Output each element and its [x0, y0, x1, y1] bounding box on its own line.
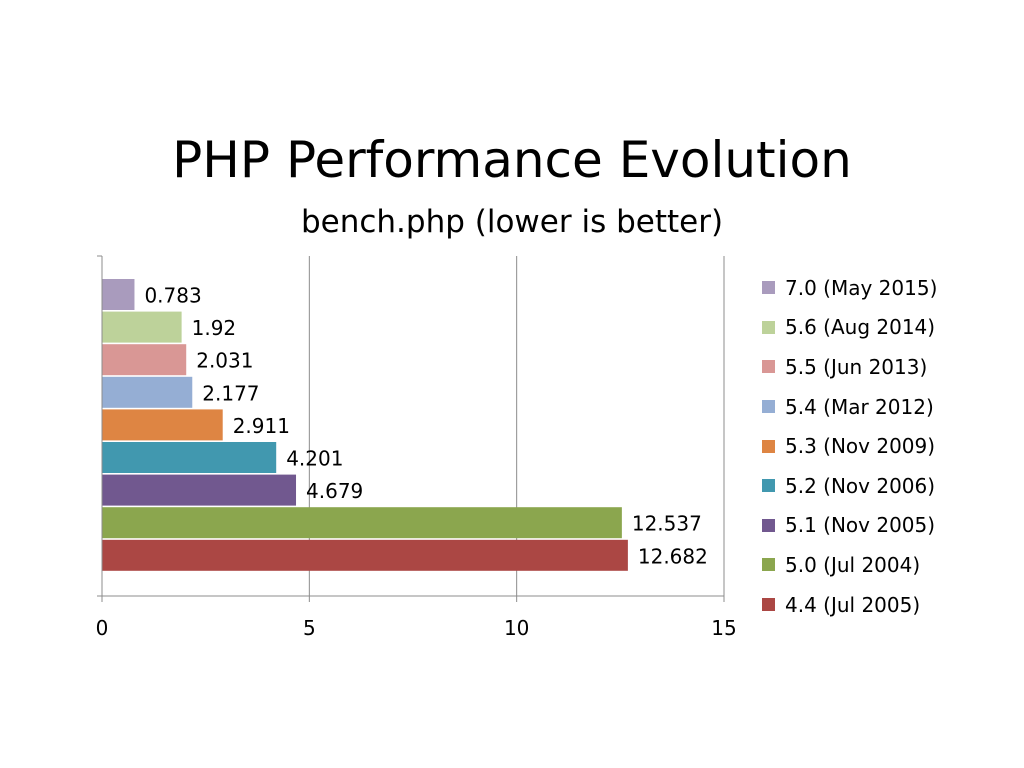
legend-swatch [762, 479, 775, 493]
legend-swatch [762, 360, 775, 374]
legend-swatch [762, 598, 775, 612]
data-label: 4.201 [286, 447, 343, 471]
bar [102, 442, 277, 473]
data-labels: 0.783 1.92 2.031 2.177 2.911 4.201 4.679 12.537… [144, 284, 707, 569]
legend-swatch [762, 400, 775, 414]
legend-label: 5.2 (Nov 2006) [785, 473, 936, 498]
legend-swatch [762, 439, 775, 453]
legend-label: 5.1 (Nov 2005) [785, 513, 936, 538]
bar [102, 409, 223, 441]
legend-swatch [762, 558, 775, 572]
legend-swatch [762, 518, 775, 532]
bar [102, 507, 622, 539]
data-label: 12.682 [638, 544, 708, 568]
legend-swatch [762, 281, 775, 295]
slide-title: PHP Performance Evolution [172, 131, 852, 189]
legend-item: 5.3 (Nov 2009) [762, 426, 1017, 466]
x-axis: 0 5 10 15 [96, 255, 737, 640]
legend-label: 5.4 (Mar 2012) [785, 394, 934, 419]
bar [102, 539, 628, 571]
legend-item: 5.6 (Aug 2014) [762, 308, 1017, 348]
bar [102, 376, 193, 408]
x-tick-label: 5 [303, 616, 316, 640]
data-label: 2.177 [202, 381, 259, 405]
bar [102, 474, 297, 506]
x-tick-label: 10 [504, 616, 529, 640]
data-label: 4.679 [306, 479, 363, 503]
legend-swatch [762, 320, 775, 334]
bar [102, 311, 182, 343]
bar [102, 344, 187, 376]
legend-item: 5.5 (Jun 2013) [762, 347, 1017, 387]
data-label: 2.031 [196, 349, 253, 373]
legend-label: 4.4 (Jul 2005) [785, 592, 921, 617]
x-tick-label: 0 [96, 616, 109, 640]
bar [102, 279, 135, 310]
legend-item: 4.4 (Jul 2005) [762, 585, 1017, 625]
legend-label: 5.0 (Jul 2004) [785, 552, 921, 577]
gridlines [308, 256, 725, 596]
data-label: 1.92 [192, 316, 237, 340]
slide-subtitle: bench.php (lower is better) [300, 204, 724, 240]
legend-item: 5.0 (Jul 2004) [762, 545, 1017, 585]
legend-item: 7.0 (May 2015) [762, 268, 1017, 308]
legend-label: 7.0 (May 2015) [785, 275, 938, 300]
legend-item: 5.2 (Nov 2006) [762, 466, 1017, 506]
data-label: 12.537 [632, 512, 702, 536]
x-tick-label: 15 [711, 616, 736, 640]
bars [102, 279, 628, 571]
legend: 7.0 (May 2015) 5.6 (Aug 2014) 5.5 (Jun 201… [762, 268, 1017, 624]
legend-label: 5.6 (Aug 2014) [785, 315, 936, 340]
data-label: 0.783 [144, 284, 201, 308]
data-label: 2.911 [233, 414, 290, 438]
legend-label: 5.3 (Nov 2009) [785, 434, 936, 459]
legend-label: 5.5 (Jun 2013) [785, 354, 928, 379]
legend-item: 5.1 (Nov 2005) [762, 506, 1017, 546]
legend-item: 5.4 (Mar 2012) [762, 387, 1017, 427]
